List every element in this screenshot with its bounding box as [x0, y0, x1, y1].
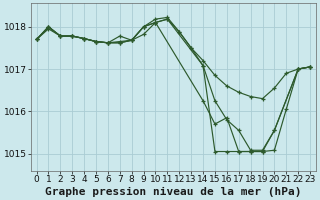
X-axis label: Graphe pression niveau de la mer (hPa): Graphe pression niveau de la mer (hPa): [45, 186, 301, 197]
